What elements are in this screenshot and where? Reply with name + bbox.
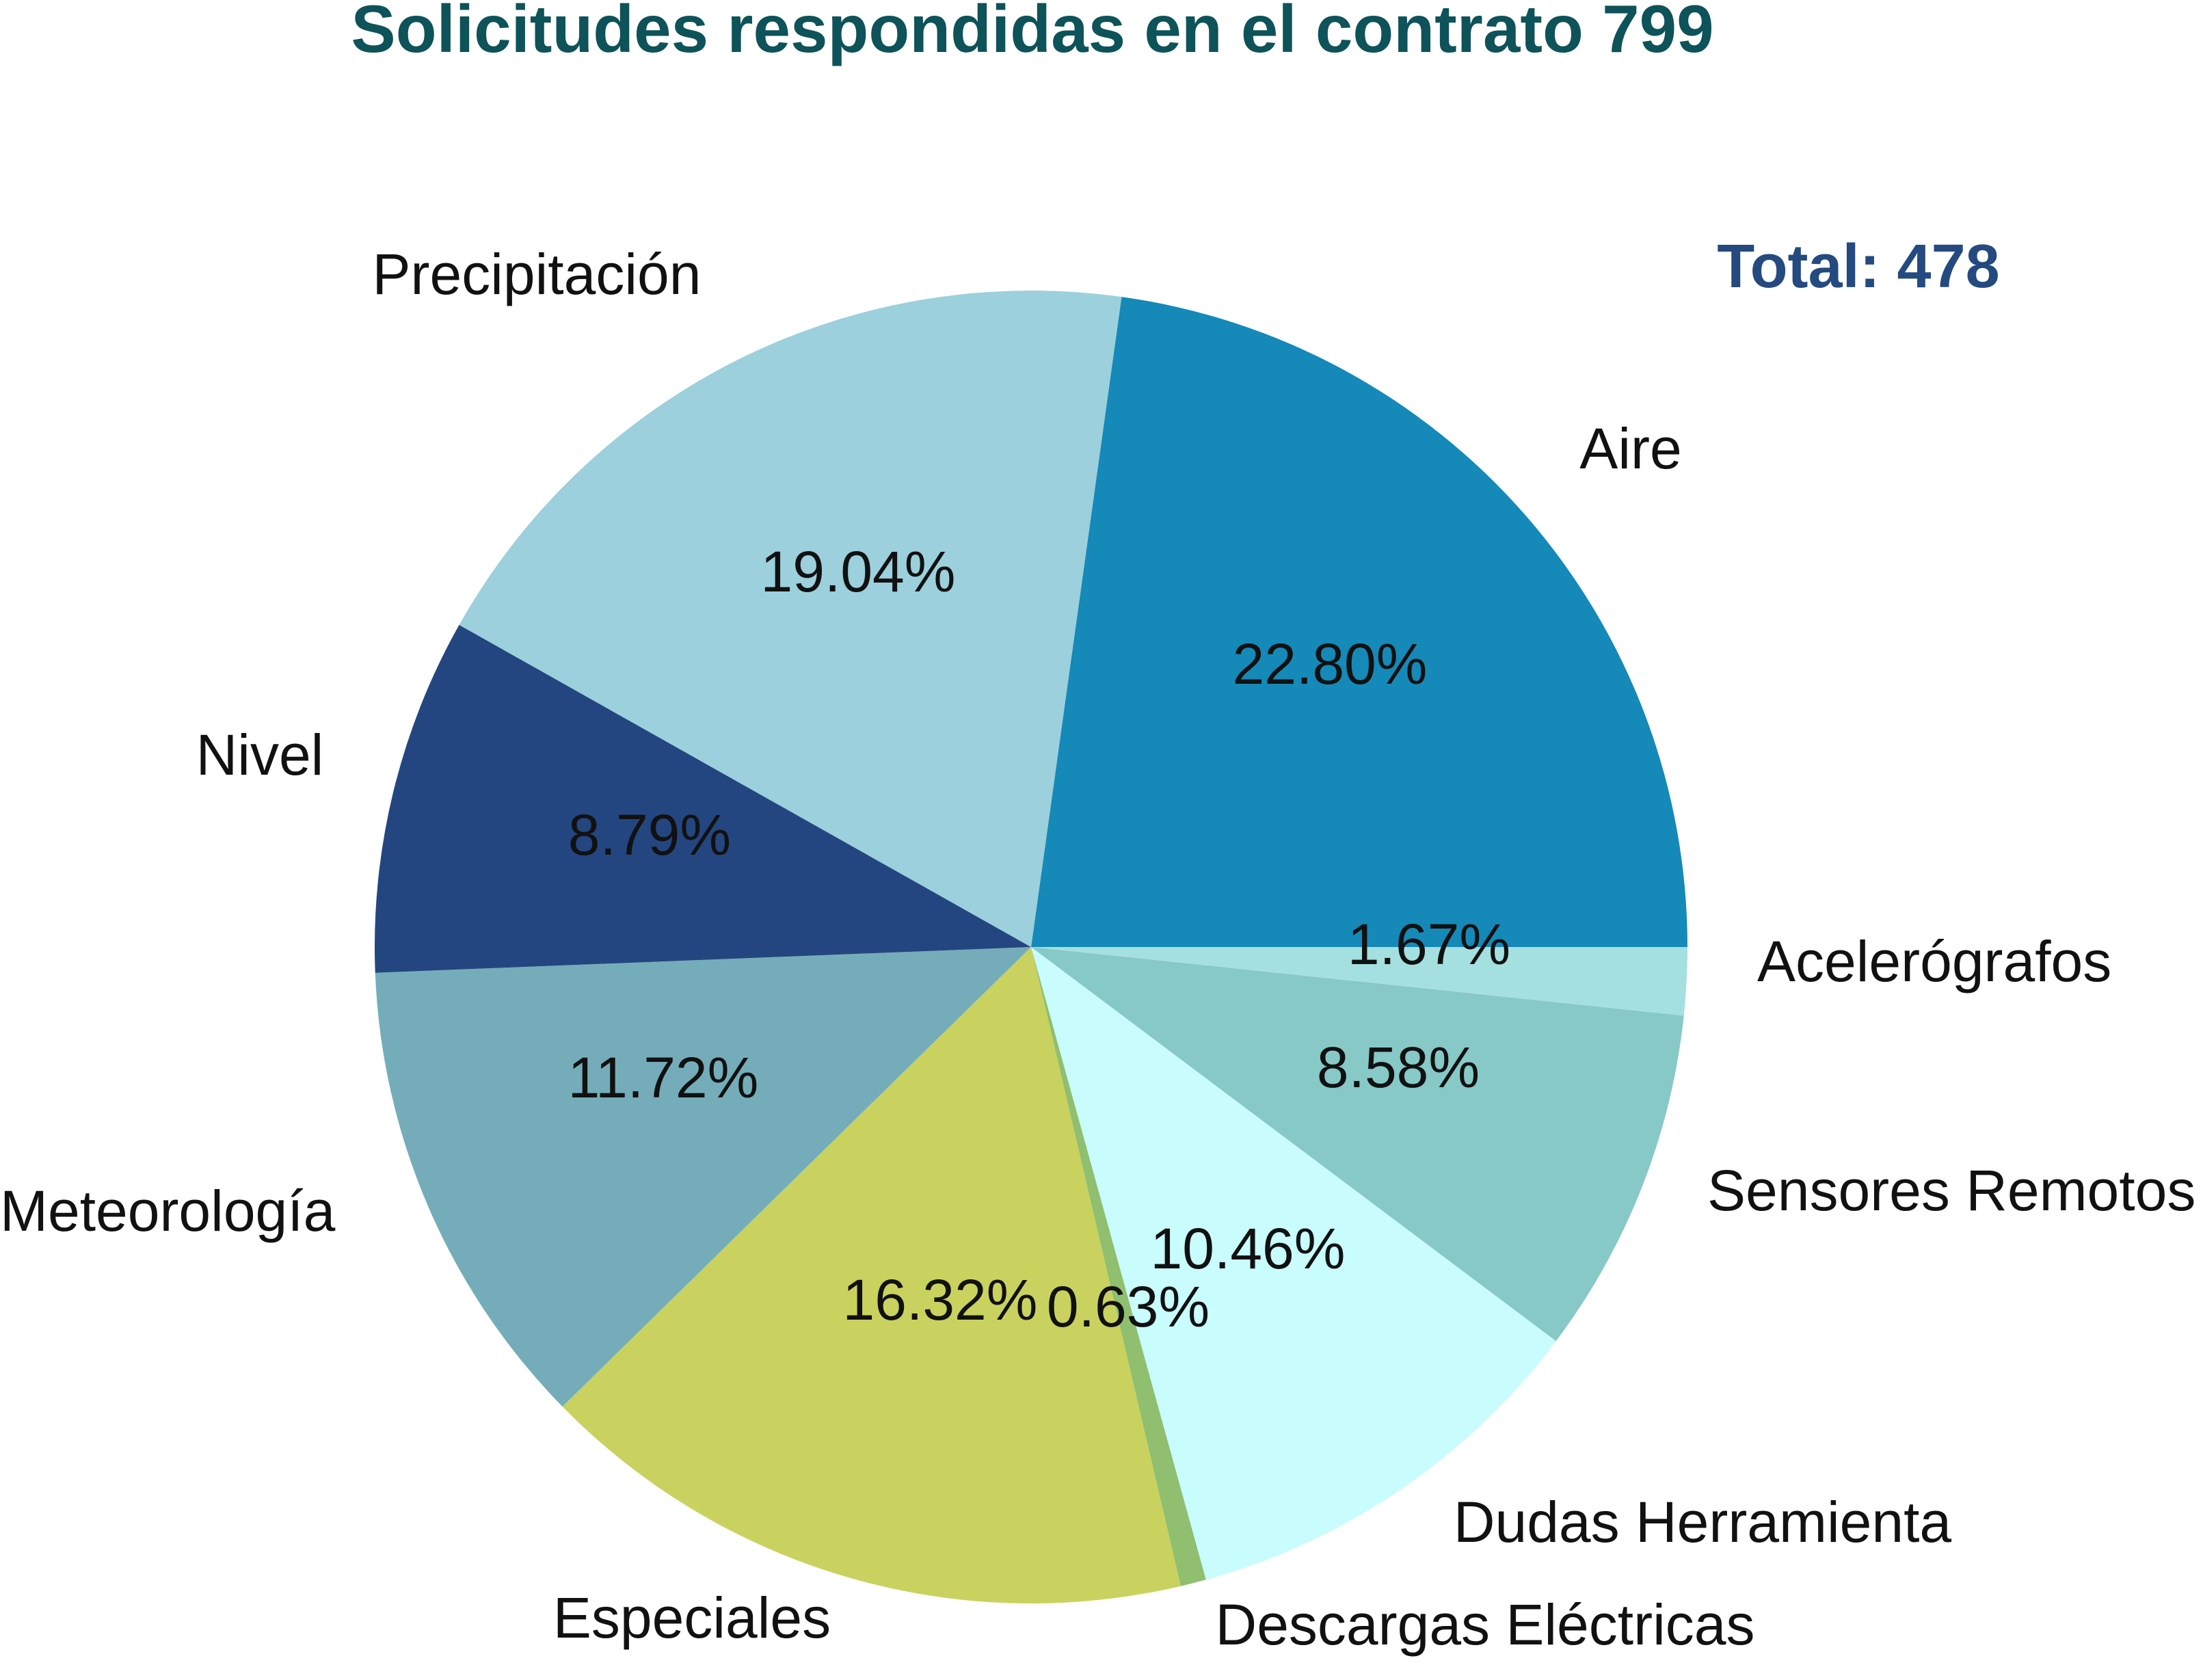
percent-label: 11.72% [568,1045,759,1110]
category-label: Sensores Remotos [1707,1158,2195,1223]
pie-slice-precipitación [459,291,1122,947]
percent-label: 8.58% [1317,1035,1480,1099]
category-label: Aire [1579,416,1681,481]
pie-slice-descargas-eléctricas [1031,947,1206,1586]
pie-slice-nivel [374,624,1031,973]
category-label: Acelerógrafos [1757,929,2111,994]
percent-label: 0.63% [1047,1275,1210,1339]
pie-slice-sensores-remotos [1031,947,1684,1342]
percent-label: 19.04% [761,539,956,604]
pie-slices [374,291,1687,1604]
chart-title: Solicitudes respondidas en el contrato 7… [351,0,1713,66]
percent-label: 22.80% [1233,632,1428,696]
category-label: Especiales [553,1586,831,1650]
pie-slice-meteorología [375,947,1031,1407]
category-label: Nivel [196,723,324,787]
pie-slice-aire [1031,297,1687,947]
pie-slice-dudas-herramienta [1031,947,1556,1580]
category-label: Precipitación [373,242,702,306]
category-label: Dudas Herramienta [1454,1490,1952,1554]
category-label: Meteorología [0,1179,336,1243]
percent-labels: 22.80% 1.67% 8.58% 10.46%0.63%16.32% 11.72% 8… [568,539,1510,1339]
percent-label: 1.67% [1348,912,1510,976]
category-labels: Aire Acelerógrafos Sensores Remotos Dudas H… [0,242,2195,1657]
percent-label: 16.32% [843,1268,1038,1332]
percent-label: 10.46% [1151,1216,1346,1281]
total-label: Total: 478 [1717,232,1999,301]
percent-label: 8.79% [568,803,731,867]
pie-slice-especiales [562,947,1181,1604]
category-label: Descargas Eléctricas [1216,1592,1755,1657]
pie-slice-acelerógrafos [1031,947,1687,1016]
